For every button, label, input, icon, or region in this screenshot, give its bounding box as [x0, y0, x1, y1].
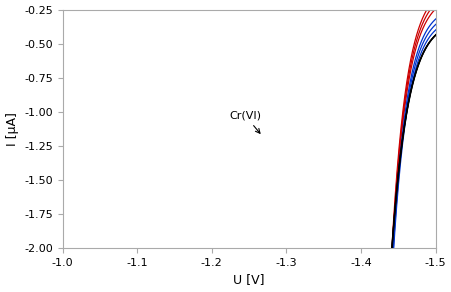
Text: Cr(VI): Cr(VI) — [229, 111, 261, 133]
X-axis label: U [V]: U [V] — [233, 273, 264, 286]
Y-axis label: I [µA]: I [µA] — [5, 112, 18, 146]
